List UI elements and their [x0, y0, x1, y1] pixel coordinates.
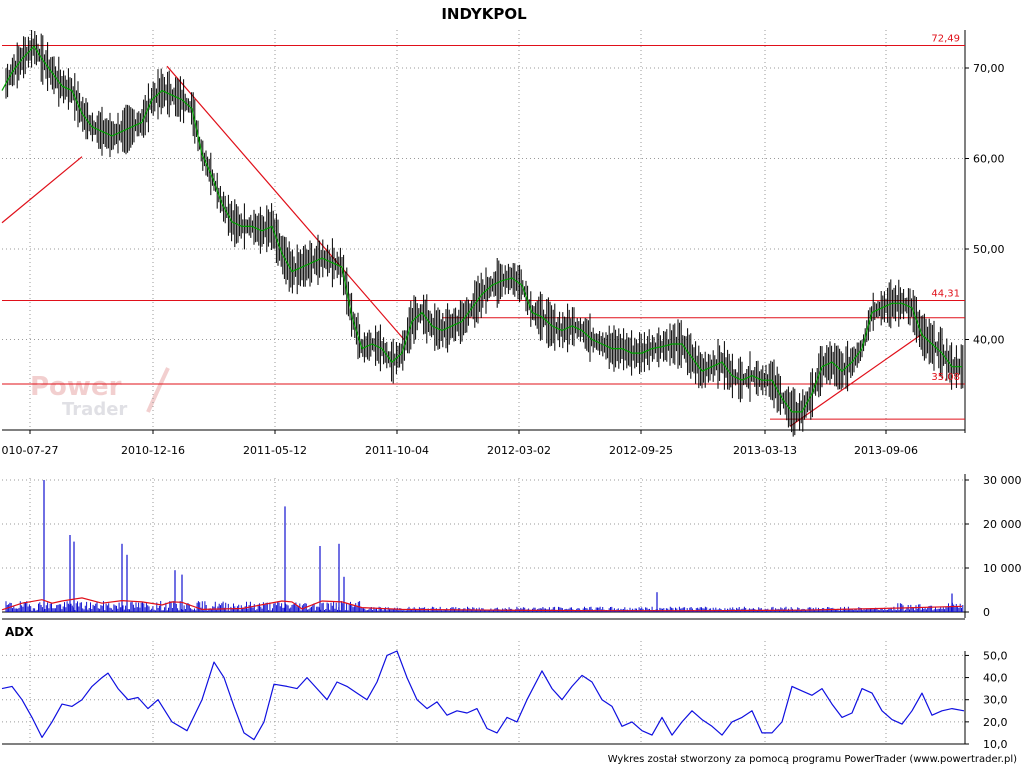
price-level-label: 72,49	[931, 33, 960, 44]
adx-y-tick-label: 10,0	[983, 738, 1008, 751]
adx-panel-title: ADX	[5, 625, 34, 639]
price-y-tick-label: 70,00	[973, 62, 1005, 75]
date-tick-label: 2012-03-02	[487, 444, 551, 457]
watermark-line1: Power	[30, 372, 122, 402]
price-level-label: 44,31	[931, 288, 960, 299]
volume-bars	[5, 480, 964, 612]
volume-average-line	[1, 597, 963, 612]
price-level-label: 35,08	[931, 372, 960, 383]
adx-series	[1, 650, 965, 741]
volume-panel-grid	[2, 474, 969, 620]
watermark-line2: Trader	[62, 399, 127, 420]
date-tick-label: 2011-05-12	[243, 444, 307, 457]
price-series	[1, 30, 964, 437]
volume-y-tick-label: 20 000	[983, 518, 1022, 531]
price-y-tick-label: 50,00	[973, 243, 1005, 256]
price-level-labels: 72,49 44,31 35,08	[931, 33, 960, 383]
volume-y-tick-label: 0	[983, 606, 990, 619]
adx-y-tick-label: 40,0	[983, 672, 1008, 685]
adx-y-axis-labels: 50,0 40,0 30,0 20,0 10,0	[983, 649, 1008, 751]
price-y-axis-labels: 70,00 60,00 50,00 40,00	[973, 62, 1005, 346]
adx-y-tick-label: 20,0	[983, 716, 1008, 729]
volume-y-tick-label: 30 000	[983, 474, 1022, 487]
price-line	[1, 45, 962, 413]
price-trendline	[789, 333, 923, 427]
price-trendline	[166, 65, 405, 340]
volume-average-path	[1, 597, 963, 612]
date-tick-label: 2011-10-04	[365, 444, 429, 457]
date-tick-label: 2013-09-06	[854, 444, 918, 457]
price-trendline	[1, 156, 83, 224]
adx-line	[1, 650, 965, 741]
date-axis-labels: 010-07-27 2010-12-16 2011-05-12 2011-10-04 2…	[2, 444, 918, 457]
date-tick-label: 2012-09-25	[609, 444, 673, 457]
adx-y-tick-label: 30,0	[983, 694, 1008, 707]
date-tick-label: 2013-03-13	[733, 444, 797, 457]
price-y-tick-label: 60,00	[973, 153, 1005, 166]
adx-y-tick-label: 50,0	[983, 649, 1008, 662]
date-tick-label: 2010-12-16	[121, 444, 185, 457]
date-tick-label: 010-07-27	[2, 444, 59, 457]
watermark-swoosh	[146, 367, 170, 413]
price-y-tick-label: 40,00	[973, 334, 1005, 347]
volume-y-tick-label: 10 000	[983, 562, 1022, 575]
volume-y-axis-labels: 30 000 20 000 10 000 0	[983, 474, 1022, 619]
price-panel-frame	[2, 30, 969, 434]
adx-panel-grid	[2, 641, 969, 745]
footer-credit: Wykres został stworzony za pomocą progra…	[608, 754, 1017, 765]
chart-title: INDYKPOL	[441, 5, 527, 23]
powertrader-watermark: Power Trader	[30, 367, 170, 420]
